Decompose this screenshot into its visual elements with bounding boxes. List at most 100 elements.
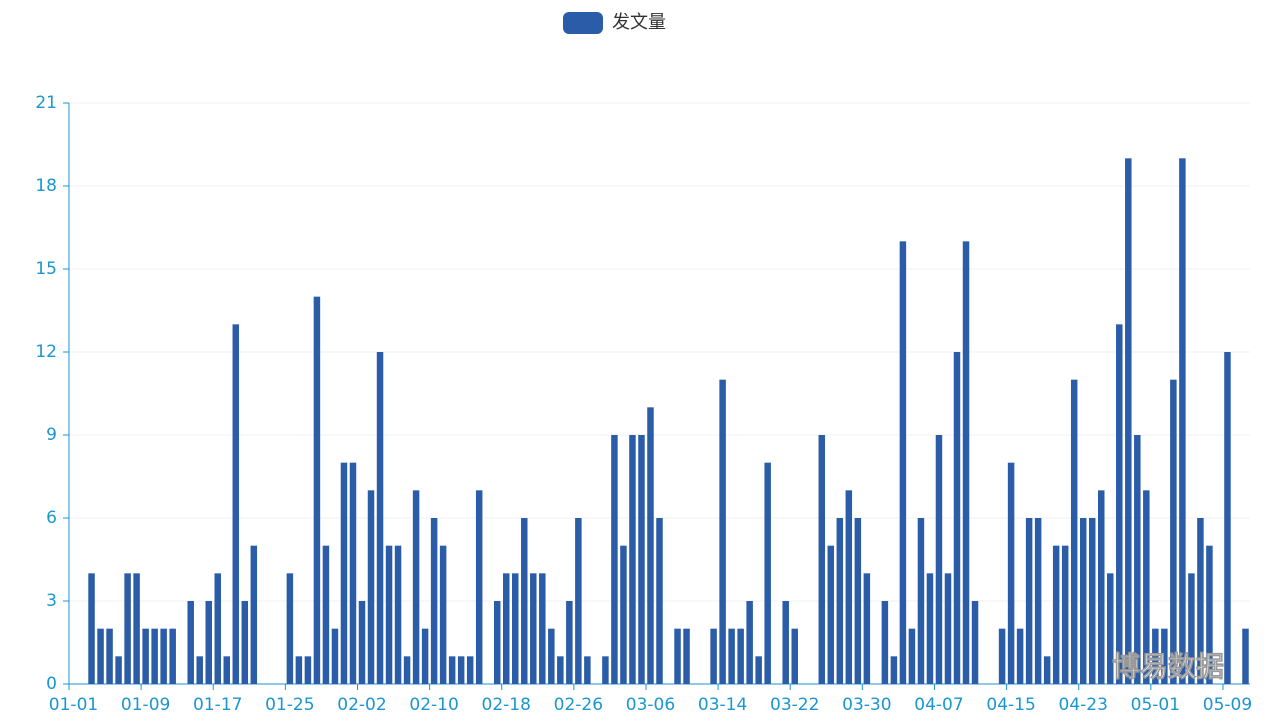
bar: [917, 518, 925, 684]
bar: [1161, 628, 1168, 684]
bar: [674, 628, 681, 684]
bar: [926, 573, 934, 684]
bar: [1242, 628, 1249, 684]
bar: [512, 573, 519, 684]
bar: [719, 379, 726, 684]
y-tick-label: 3: [46, 591, 57, 611]
bar: [502, 573, 510, 684]
bar: [1206, 545, 1213, 684]
bar: [115, 656, 122, 684]
watermark: 博易数据: [1112, 650, 1224, 683]
bar: [602, 656, 609, 684]
bar: [656, 518, 663, 684]
bar: [638, 435, 645, 684]
bar: [439, 545, 447, 684]
bar: [575, 518, 582, 684]
bar: [566, 601, 573, 684]
x-tick-label: 03-22: [770, 695, 819, 715]
x-tick-label: 04-15: [986, 695, 1035, 715]
bar: [962, 241, 970, 685]
x-tick-label: 02-26: [554, 695, 603, 715]
bar: [340, 462, 348, 684]
x-tick-label: 02-02: [337, 695, 386, 715]
bar: [196, 656, 203, 684]
x-tick-label: 03-30: [842, 695, 891, 715]
bar: [421, 628, 429, 684]
bar: [620, 545, 627, 684]
bar: [1052, 545, 1060, 684]
y-tick-label: 6: [46, 508, 57, 528]
y-tick-label: 12: [35, 342, 57, 362]
x-tick-label: 03-06: [626, 695, 675, 715]
bar: [539, 573, 546, 684]
bar: [1197, 518, 1204, 684]
bar: [133, 573, 140, 684]
bar: [818, 435, 826, 684]
bar: [475, 490, 483, 684]
bar: [1007, 462, 1015, 684]
bar: [142, 628, 149, 684]
bar: [854, 518, 862, 684]
bar: [1061, 545, 1069, 684]
bar: [1025, 518, 1033, 684]
y-tick-label: 18: [35, 176, 57, 196]
bar: [521, 518, 528, 684]
legend-label: 发文量: [612, 12, 666, 33]
bar: [728, 628, 735, 684]
bar: [250, 545, 258, 684]
bar: [953, 352, 961, 684]
bar: [557, 656, 564, 684]
legend-swatch: [563, 12, 603, 34]
bar: [1088, 518, 1096, 684]
bar: [403, 656, 411, 684]
bar: [187, 601, 194, 684]
bar: [331, 628, 339, 684]
x-tick-label: 03-14: [698, 695, 747, 715]
bar: [151, 628, 158, 684]
bar: [1098, 490, 1105, 684]
x-tick-label: 05-09: [1203, 695, 1252, 715]
y-tick-label: 21: [35, 93, 57, 113]
bar: [241, 601, 249, 684]
bar: [124, 573, 131, 684]
bar: [755, 656, 762, 684]
bar: [1152, 628, 1159, 684]
bar: [232, 324, 240, 684]
bar: [710, 628, 717, 684]
bar: [584, 656, 591, 684]
bar: [304, 656, 312, 684]
x-tick-label: 05-01: [1131, 695, 1180, 715]
bar: [1034, 518, 1042, 684]
bar: [367, 490, 375, 684]
bar: [791, 628, 798, 684]
bar: [845, 490, 853, 684]
bar: [1079, 518, 1087, 684]
bar: [1116, 324, 1123, 684]
bar: [214, 573, 221, 684]
bar: [466, 656, 474, 684]
bar: [737, 628, 744, 684]
bar: [944, 573, 952, 684]
bar: [1188, 573, 1195, 684]
bar: [548, 628, 555, 684]
bar: [1107, 573, 1114, 684]
bar: [1125, 158, 1132, 685]
bar: [1179, 158, 1186, 685]
x-tick-label: 01-25: [265, 695, 314, 715]
bar: [97, 628, 104, 684]
bar: [1170, 379, 1177, 684]
bar: [530, 573, 537, 684]
bar: [863, 573, 871, 684]
bar: [629, 435, 636, 684]
bar: [1134, 435, 1141, 684]
bar: [457, 656, 465, 684]
bar: [493, 601, 501, 684]
bar: [322, 545, 330, 684]
bar: [764, 462, 771, 684]
bar: [827, 545, 835, 684]
bar: [611, 435, 618, 684]
bar: [1043, 656, 1051, 684]
bar: [1143, 490, 1150, 684]
bar: [683, 628, 690, 684]
